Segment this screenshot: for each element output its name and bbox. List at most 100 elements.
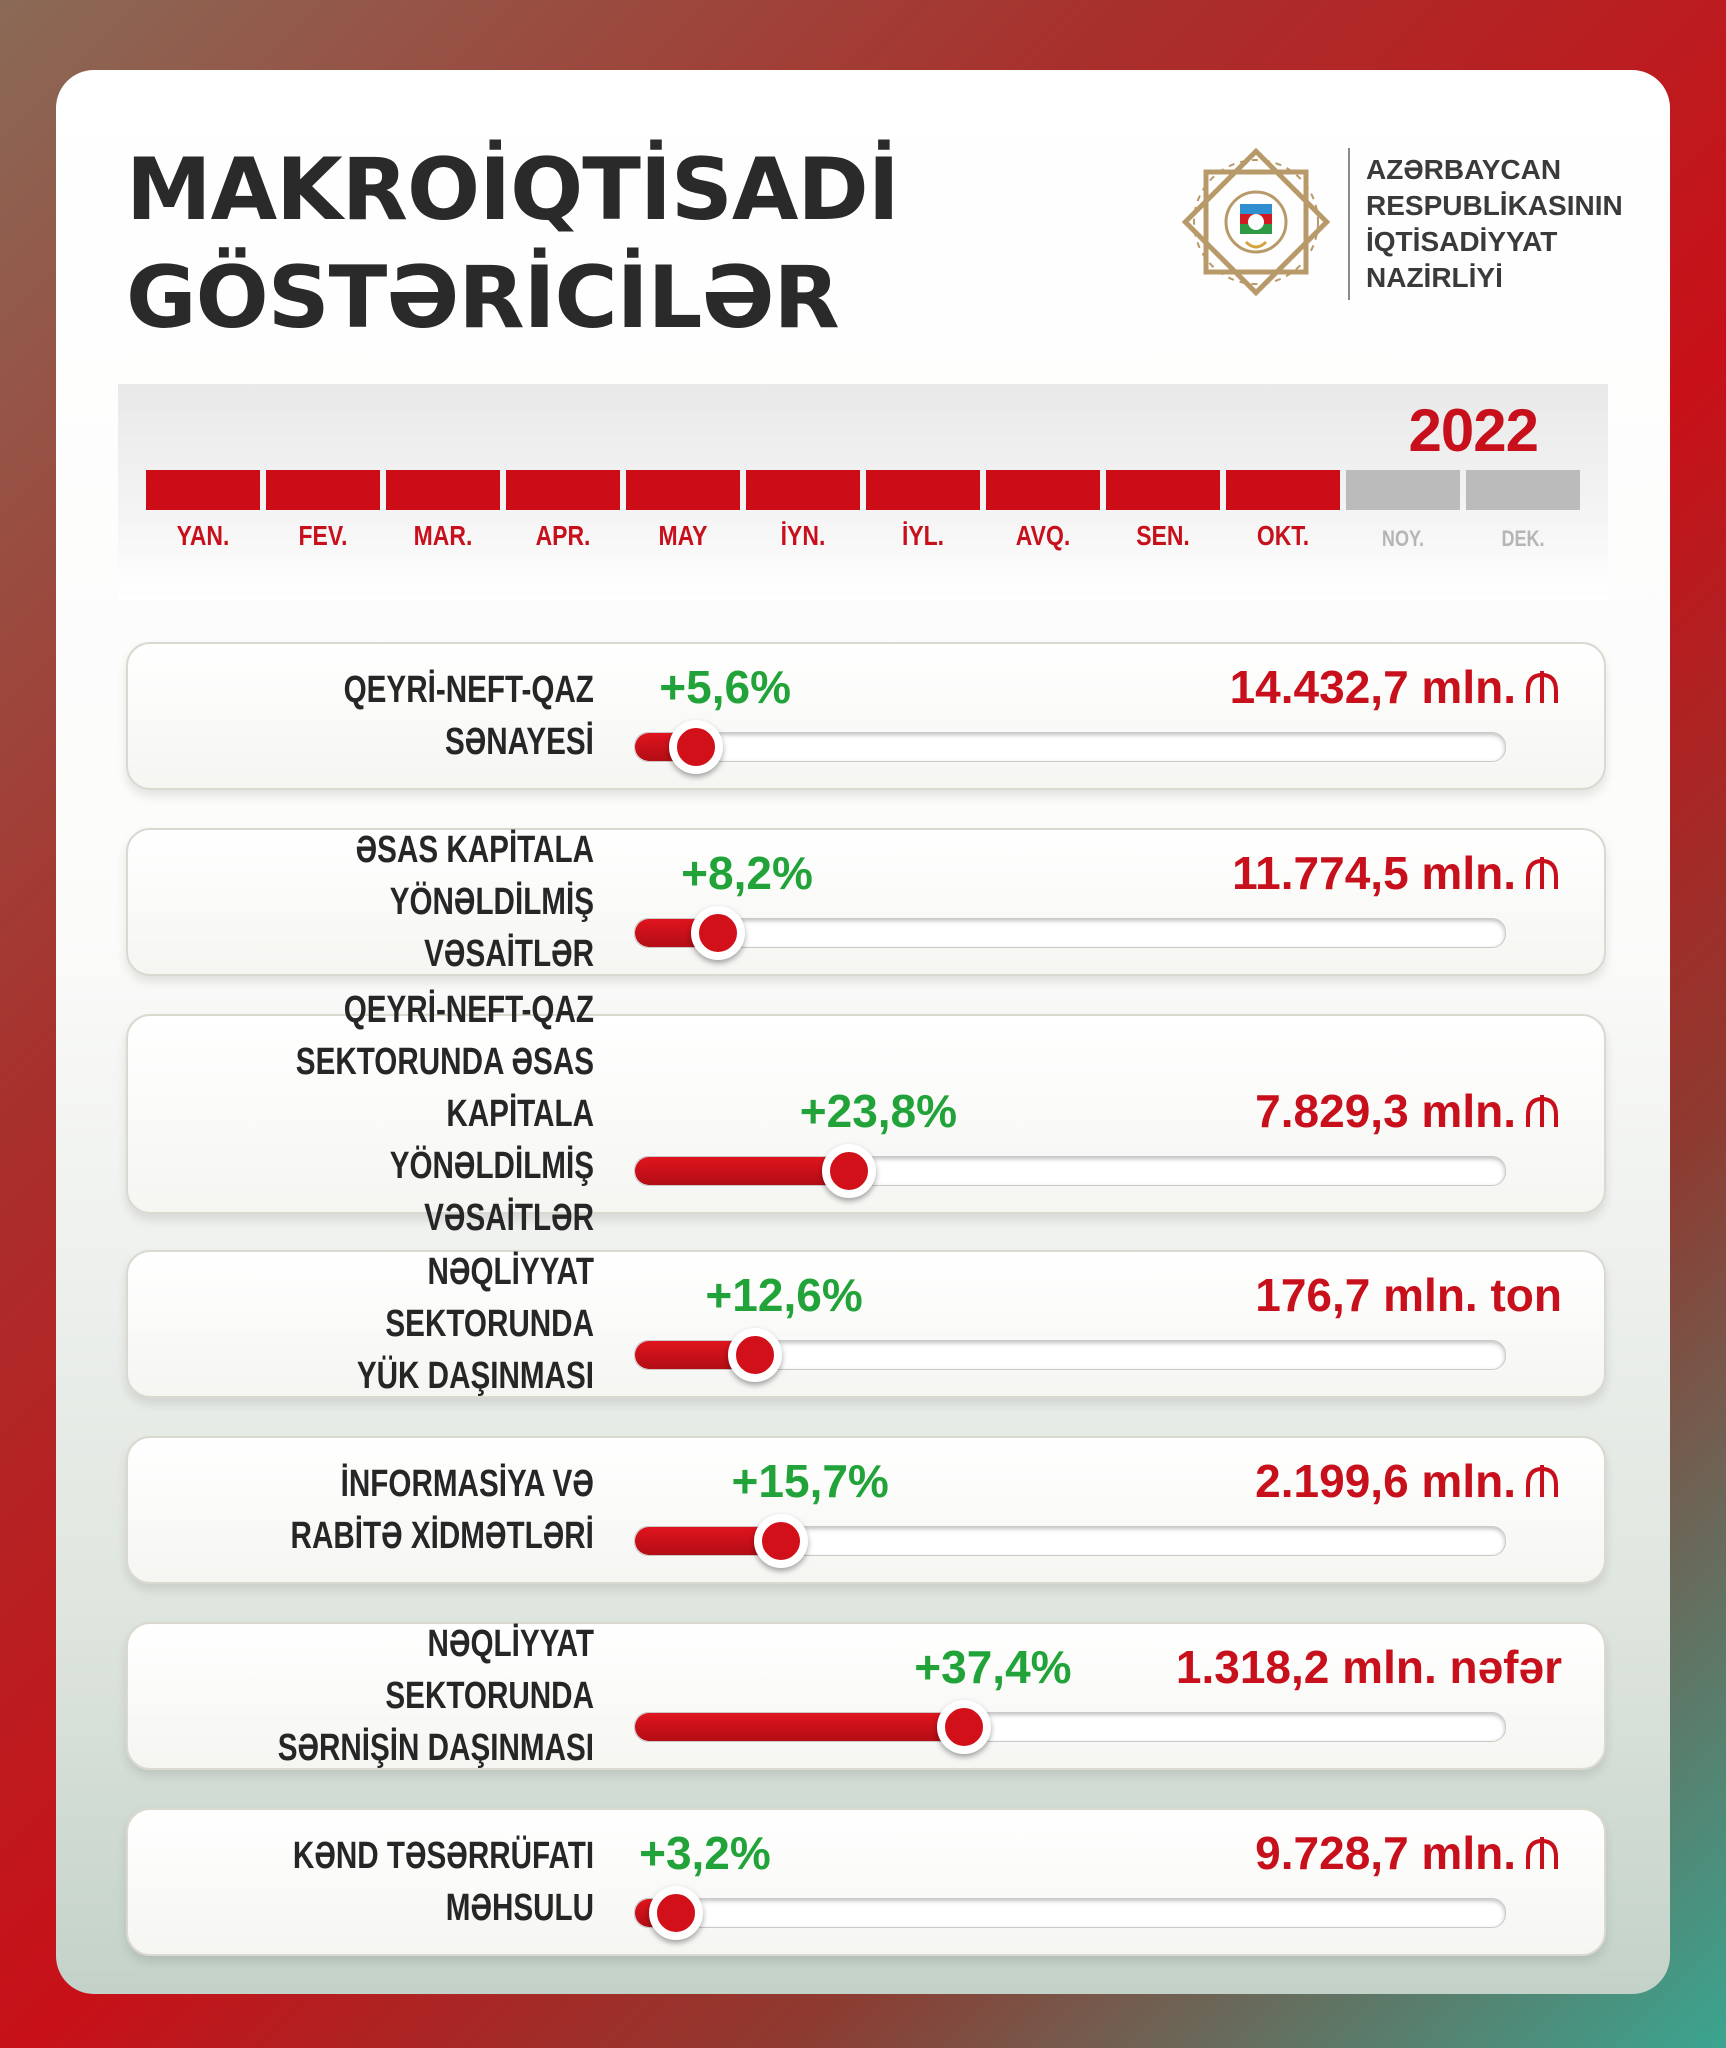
- month-bar-segment: [746, 470, 860, 510]
- logo-divider: [1348, 148, 1350, 300]
- year-label: 2022: [1408, 397, 1539, 464]
- manat-icon: [1526, 1837, 1558, 1869]
- month-label: NOY.: [1381, 526, 1425, 551]
- progress-track: [634, 1700, 1506, 1754]
- amount-text: 14.432,7 mln.: [1229, 661, 1516, 713]
- indicator-amount: 14.432,7 mln.: [1230, 660, 1562, 714]
- amount-text: 11.774,5 mln.: [1232, 847, 1516, 899]
- indicator-label-wrap: ƏSAS KAPİTALA YÖNƏLDİLMİŞ VƏSAİTLƏR: [128, 829, 594, 975]
- growth-percent: +5,6%: [659, 661, 791, 713]
- indicator-row: İNFORMASİYA VƏ RABİTƏ XİDMƏTLƏRİ +15,7% 2.…: [126, 1436, 1606, 1584]
- indicator-row: KƏND TƏSƏRRÜFATI MƏHSULU +3,2% 9.728,7 mln…: [126, 1808, 1606, 1956]
- indicator-amount: 7.829,3 mln.: [1255, 1084, 1562, 1138]
- indicator-label: QEYRİ-NEFT-QAZ SEKTORUNDA ƏSAS KAPİTALA …: [295, 989, 594, 1239]
- indicator-label: QEYRİ-NEFT-QAZ SƏNAYESİ: [343, 669, 594, 763]
- month-label: İYL.: [901, 520, 945, 551]
- month-segment: MAR.: [386, 470, 500, 570]
- ministry-line: İQTİSADİYYAT: [1366, 226, 1558, 257]
- manat-icon: [1526, 1095, 1558, 1127]
- infographic-card: MAKROİQTİSADİ GÖSTƏRİCİLƏR AZƏRBAYCAN RE…: [56, 70, 1670, 1994]
- amount-text: 2.199,6 mln.: [1255, 1455, 1516, 1507]
- indicator-label: KƏND TƏSƏRRÜFATI MƏHSULU: [292, 1835, 594, 1929]
- indicator-label: ƏSAS KAPİTALA YÖNƏLDİLMİŞ VƏSAİTLƏR: [355, 829, 594, 975]
- growth-percent: +8,2%: [681, 847, 813, 899]
- month-bar-segment: [866, 470, 980, 510]
- month-label: FEV.: [298, 520, 348, 551]
- growth-percent: +37,4%: [914, 1641, 1072, 1693]
- month-bar-segment: [1466, 470, 1580, 510]
- progress-fill: [635, 1713, 964, 1741]
- month-label: APR.: [535, 520, 591, 551]
- progress-track: [634, 1886, 1506, 1940]
- month-bar-segment: [1106, 470, 1220, 510]
- indicator-amount: 11.774,5 mln.: [1232, 846, 1562, 900]
- progress-knob: [822, 1144, 877, 1198]
- progress-fill: [635, 1157, 850, 1185]
- progress-knob: [669, 720, 724, 774]
- indicator-amount: 1.318,2 mln. nəfər: [1176, 1640, 1562, 1694]
- month-label: MAY: [658, 520, 708, 551]
- month-bar-segment: [1226, 470, 1340, 510]
- month-segment: APR.: [506, 470, 620, 570]
- month-bar-segment: [1346, 470, 1460, 510]
- month-label: YAN.: [176, 520, 230, 551]
- indicator-label-wrap: QEYRİ-NEFT-QAZ SƏNAYESİ: [128, 644, 594, 788]
- ministry-line: AZƏRBAYCAN: [1366, 154, 1562, 185]
- month-bar-segment: [506, 470, 620, 510]
- indicator-label: NƏQLİYYAT SEKTORUNDA YÜK DAŞINMASI: [356, 1251, 594, 1397]
- month-label: MAR.: [413, 520, 473, 551]
- month-timeline: 2022 YAN. FEV. MAR. APR. MAY İYN. İYL. AVQ. SEN.…: [118, 384, 1608, 600]
- progress-track: [634, 1514, 1506, 1568]
- indicator-row: QEYRİ-NEFT-QAZ SEKTORUNDA ƏSAS KAPİTALA …: [126, 989, 1606, 1239]
- amount-text: 1.318,2 mln. nəfər: [1175, 1641, 1562, 1693]
- manat-icon: [1526, 857, 1558, 889]
- month-bar-segment: [266, 470, 380, 510]
- ministry-line: NAZİRLİYİ: [1366, 262, 1503, 293]
- indicator-row: NƏQLİYYAT SEKTORUNDA SƏRNİŞİN DAŞINMASI +…: [126, 1622, 1606, 1770]
- progress-track: [634, 1144, 1506, 1198]
- progress-track: [634, 906, 1506, 960]
- month-segment: MAY: [626, 470, 740, 570]
- indicator-label: İNFORMASİYA VƏ RABİTƏ XİDMƏTLƏRİ: [290, 1463, 594, 1557]
- month-segment: NOY.: [1346, 470, 1460, 570]
- month-label: OKT.: [1256, 520, 1310, 551]
- month-segment: DEK.: [1466, 470, 1580, 570]
- month-segment: FEV.: [266, 470, 380, 570]
- indicator-amount: 176,7 mln. ton: [1255, 1268, 1562, 1322]
- indicator-amount: 2.199,6 mln.: [1255, 1454, 1562, 1508]
- month-label: İYN.: [780, 520, 826, 551]
- month-bar: YAN. FEV. MAR. APR. MAY İYN. İYL. AVQ. SEN. OKT. N…: [146, 470, 1580, 570]
- progress-knob: [936, 1700, 991, 1754]
- indicator-label-wrap: QEYRİ-NEFT-QAZ SEKTORUNDA ƏSAS KAPİTALA …: [128, 989, 594, 1239]
- manat-icon: [1526, 1465, 1558, 1497]
- indicator-label: NƏQLİYYAT SEKTORUNDA SƏRNİŞİN DAŞINMASI: [277, 1623, 594, 1769]
- indicator-row: ƏSAS KAPİTALA YÖNƏLDİLMİŞ VƏSAİTLƏR +8,2%…: [126, 828, 1606, 976]
- progress-track: [634, 720, 1506, 774]
- ministry-name: AZƏRBAYCAN RESPUBLİKASININ İQTİSADİYYAT …: [1366, 152, 1623, 296]
- month-segment: AVQ.: [986, 470, 1100, 570]
- title-line-1: MAKROİQTİSADİ: [126, 140, 900, 240]
- month-bar-segment: [146, 470, 260, 510]
- indicator-label-wrap: NƏQLİYYAT SEKTORUNDA YÜK DAŞINMASI: [128, 1251, 594, 1397]
- indicator-label-wrap: NƏQLİYYAT SEKTORUNDA SƏRNİŞİN DAŞINMASI: [128, 1623, 594, 1769]
- indicator-row: NƏQLİYYAT SEKTORUNDA YÜK DAŞINMASI +12,6%…: [126, 1250, 1606, 1398]
- growth-percent: +3,2%: [639, 1827, 771, 1879]
- state-emblem-icon: [1181, 147, 1331, 297]
- ministry-line: RESPUBLİKASININ: [1366, 190, 1623, 221]
- amount-text: 7.829,3 mln.: [1255, 1085, 1516, 1137]
- manat-icon: [1526, 671, 1558, 703]
- month-segment: SEN.: [1106, 470, 1220, 570]
- month-segment: İYL.: [866, 470, 980, 570]
- month-bar-segment: [626, 470, 740, 510]
- growth-percent: +23,8%: [799, 1085, 958, 1137]
- growth-percent: +12,6%: [705, 1269, 863, 1321]
- progress-knob: [754, 1514, 809, 1568]
- progress-track: [634, 1328, 1506, 1382]
- title-line-2: GÖSTƏRİCİLƏR: [126, 248, 840, 348]
- month-bar-segment: [386, 470, 500, 510]
- indicator-label-wrap: İNFORMASİYA VƏ RABİTƏ XİDMƏTLƏRİ: [128, 1438, 594, 1582]
- progress-knob: [728, 1328, 783, 1382]
- month-label: SEN.: [1136, 520, 1190, 551]
- month-bar-segment: [986, 470, 1100, 510]
- indicator-label-wrap: KƏND TƏSƏRRÜFATI MƏHSULU: [128, 1810, 594, 1954]
